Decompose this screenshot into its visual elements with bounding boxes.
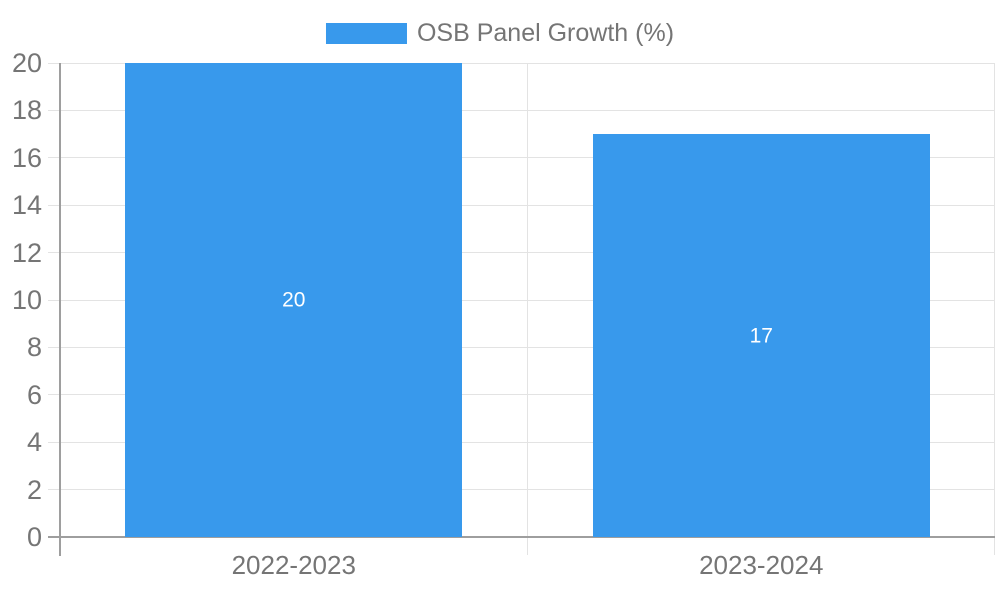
y-gridline — [48, 346, 995, 348]
x-axis-category-label: 2023-2024 — [699, 550, 824, 580]
bar-value-label: 20 — [282, 288, 306, 312]
x-gridline — [994, 63, 995, 555]
y-axis-tick-label: 14 — [11, 190, 42, 221]
y-axis-tick-label: 2 — [26, 474, 42, 505]
y-axis-line — [59, 63, 61, 556]
y-gridline — [48, 204, 995, 206]
y-axis-tick-label: 12 — [11, 237, 42, 268]
x-axis-category-label: 2022-2023 — [231, 550, 356, 580]
y-axis-tick-label: 10 — [11, 285, 42, 315]
x-axis-line — [48, 536, 995, 538]
y-axis-tick-label: 20 — [11, 48, 42, 78]
y-gridline — [48, 62, 995, 64]
y-gridline — [48, 109, 995, 111]
bar-value-label: 17 — [749, 324, 773, 348]
y-gridline — [48, 394, 995, 396]
y-axis-tick-label: 6 — [26, 379, 42, 410]
y-gridline — [48, 299, 995, 301]
y-axis-tick-label: 16 — [11, 142, 42, 173]
bar — [125, 63, 463, 537]
legend-label: OSB Panel Growth (%) — [416, 19, 675, 47]
y-gridline — [48, 157, 995, 159]
y-axis-tick-label: 0 — [26, 522, 42, 552]
legend-swatch-icon — [325, 23, 407, 44]
y-gridline — [48, 252, 995, 254]
y-gridline — [48, 489, 995, 491]
y-gridline — [48, 441, 995, 443]
y-axis-tick-label: 4 — [26, 427, 42, 458]
chart-legend[interactable]: OSB Panel Growth (%) — [325, 19, 675, 47]
x-gridline — [527, 63, 528, 555]
y-axis-tick-label: 18 — [11, 95, 42, 126]
bar — [592, 134, 930, 537]
y-axis-tick-label: 8 — [26, 332, 42, 363]
